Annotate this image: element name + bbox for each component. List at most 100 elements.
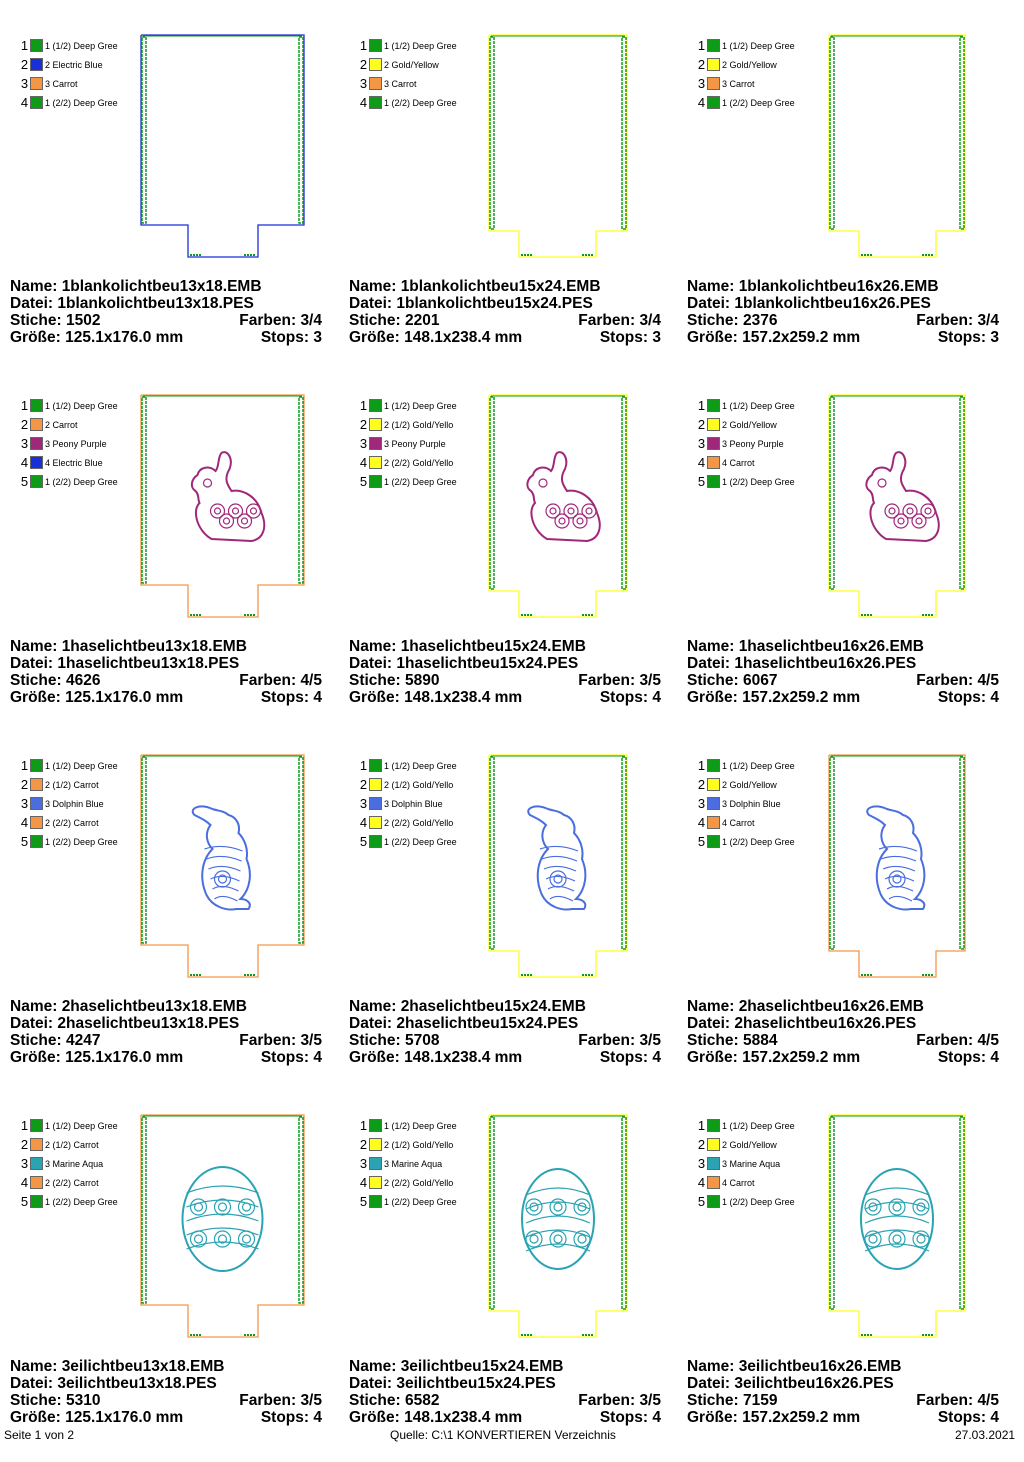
thread-number: 3 — [697, 796, 706, 811]
design-name: Name: 2haselichtbeu13x18.EMB — [10, 998, 247, 1015]
thread-color-row: 4 4 Electric Blue — [15, 453, 127, 472]
thread-label: 1 (1/2) Deep Gree — [45, 760, 118, 771]
frame-satin-border — [489, 36, 495, 230]
stop-count: Stops: 3 — [938, 329, 999, 346]
thread-number: 1 — [697, 398, 706, 413]
info-row: Datei: 3eilichtbeu13x18.PES — [10, 1375, 322, 1392]
design-size: Größe: 157.2x259.2 mm — [687, 1409, 860, 1426]
info-row: Datei: 3eilichtbeu15x24.PES — [349, 1375, 661, 1392]
frame-satin-border — [141, 756, 147, 944]
color-count-value: 3/5 — [300, 1032, 322, 1049]
color-count: Farben: 4/5 — [239, 672, 322, 689]
info-row: Datei: 1haselichtbeu13x18.PES — [10, 655, 322, 672]
thread-number: 2 — [20, 417, 29, 432]
color-swatch — [707, 475, 721, 488]
color-swatch — [369, 399, 383, 412]
thread-color-row: 3 3 Peony Purple — [15, 434, 127, 453]
color-swatch — [707, 1157, 721, 1170]
color-count-value: 3/4 — [977, 312, 999, 329]
info-row: Stiche: 6067 Farben: 4/5 — [687, 672, 999, 689]
stop-count: Stops: 4 — [938, 1049, 999, 1066]
stitch-count-value: 5310 — [65, 1392, 101, 1409]
design-file-label: Datei: — [10, 295, 58, 312]
design-size-label: Größe: — [10, 689, 66, 706]
color-count-label: Farben: — [916, 672, 978, 689]
thread-number: 4 — [20, 1175, 29, 1190]
thread-color-row: 1 1 (1/2) Deep Gree — [354, 36, 466, 55]
design-size: Größe: 125.1x176.0 mm — [10, 1409, 183, 1426]
thread-label: 2 (1/2) Gold/Yello — [384, 1139, 454, 1150]
thread-label: 2 (1/2) Gold/Yello — [384, 779, 454, 790]
color-count-label: Farben: — [578, 312, 640, 329]
thread-color-row: 2 2 Carrot — [15, 415, 127, 434]
thread-color-row: 4 4 Carrot — [692, 813, 804, 832]
color-swatch — [30, 1176, 44, 1189]
thread-label: 4 Carrot — [722, 1177, 755, 1188]
thread-label: 2 Gold/Yellow — [722, 1139, 777, 1150]
frame-satin-border — [621, 1116, 627, 1310]
design-info: Name: 1blankolichtbeu13x18.EMB Datei: 1bl… — [10, 278, 322, 346]
design-name-label: Name: — [349, 638, 401, 655]
color-swatch — [369, 1119, 383, 1132]
design-size-value: 157.2x259.2 mm — [742, 329, 861, 346]
thread-color-row: 2 2 (1/2) Carrot — [15, 775, 127, 794]
color-swatch — [30, 456, 44, 469]
design-file: Datei: 3eilichtbeu15x24.PES — [349, 1375, 556, 1392]
stop-count-label: Stops: — [937, 329, 991, 346]
design-size-value: 125.1x176.0 mm — [65, 329, 184, 346]
thread-number: 1 — [20, 398, 29, 413]
design-name: Name: 2haselichtbeu16x26.EMB — [687, 998, 924, 1015]
stop-count: Stops: 3 — [600, 329, 661, 346]
frame-satin-border — [141, 396, 147, 584]
color-swatch — [707, 1195, 721, 1208]
color-swatch — [30, 39, 44, 52]
stop-count-label: Stops: — [937, 1049, 991, 1066]
thread-number: 3 — [359, 796, 368, 811]
thread-number: 2 — [359, 57, 368, 72]
design-size-value: 148.1x238.4 mm — [404, 689, 523, 706]
design-info: Name: 1haselichtbeu15x24.EMB Datei: 1hase… — [349, 638, 661, 706]
info-row: Name: 1haselichtbeu13x18.EMB — [10, 638, 322, 655]
color-swatch — [369, 759, 383, 772]
stitch-count-value: 5884 — [742, 1032, 778, 1049]
frame-outline — [828, 1114, 966, 1338]
thread-color-row: 2 2 Gold/Yellow — [354, 55, 466, 74]
thread-label: 2 (2/2) Gold/Yello — [384, 1177, 454, 1188]
page-number: Seite 1 von 2 — [4, 1428, 75, 1442]
design-size-value: 148.1x238.4 mm — [404, 1049, 523, 1066]
design-file-value: 1blankolichtbeu15x24.PES — [396, 295, 593, 312]
thread-label: 1 (2/2) Deep Gree — [722, 836, 795, 847]
color-swatch — [30, 475, 44, 488]
stop-count-value: 4 — [652, 689, 661, 706]
thread-color-row: 1 1 (1/2) Deep Gree — [692, 1116, 804, 1135]
info-row: Größe: 157.2x259.2 mm Stops: 4 — [687, 689, 999, 706]
design-preview — [828, 1114, 966, 1338]
thread-number: 1 — [359, 1118, 368, 1133]
thread-color-row: 3 3 Dolphin Blue — [354, 794, 466, 813]
thread-color-row: 4 4 Carrot — [692, 453, 804, 472]
thread-label: 2 (2/2) Gold/Yello — [384, 457, 454, 468]
thread-color-row: 3 3 Carrot — [354, 74, 466, 93]
color-swatch — [30, 1119, 44, 1132]
stitch-count: Stiche: 2376 — [687, 312, 777, 329]
thread-number: 1 — [20, 1118, 29, 1133]
thread-color-row: 2 2 (1/2) Carrot — [15, 1135, 127, 1154]
color-count-label: Farben: — [239, 1032, 301, 1049]
stitch-count-label: Stiche: — [10, 1392, 66, 1409]
color-count-value: 3/5 — [639, 672, 661, 689]
thread-number: 4 — [20, 455, 29, 470]
color-swatch — [707, 1119, 721, 1132]
thread-number: 1 — [359, 758, 368, 773]
design-file-label: Datei: — [687, 295, 735, 312]
thread-number: 2 — [359, 777, 368, 792]
thread-label: 3 Carrot — [722, 78, 755, 89]
design-card: 1 1 (1/2) Deep Gree 2 2 Gold/Yellow 3 3 Carro… — [349, 22, 687, 382]
thread-color-row: 2 2 (1/2) Gold/Yello — [354, 775, 466, 794]
thread-number: 2 — [20, 777, 29, 792]
thread-number: 5 — [20, 834, 29, 849]
info-row: Datei: 1blankolichtbeu13x18.PES — [10, 295, 322, 312]
thread-number: 2 — [20, 57, 29, 72]
thread-number: 1 — [20, 38, 29, 53]
info-row: Datei: 1haselichtbeu16x26.PES — [687, 655, 999, 672]
